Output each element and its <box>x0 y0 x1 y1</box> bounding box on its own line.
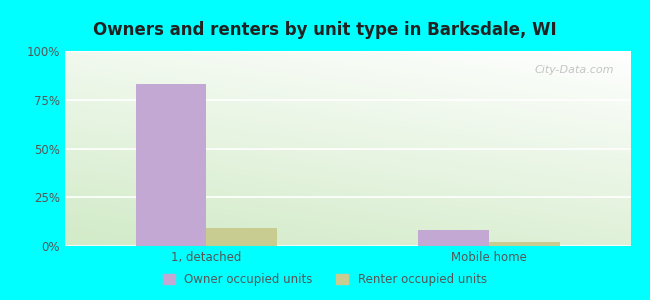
Text: Owners and renters by unit type in Barksdale, WI: Owners and renters by unit type in Barks… <box>93 21 557 39</box>
Bar <box>419 230 489 246</box>
Bar <box>207 229 277 246</box>
Legend: Owner occupied units, Renter occupied units: Owner occupied units, Renter occupied un… <box>159 269 491 291</box>
Bar <box>136 84 207 246</box>
Text: City-Data.com: City-Data.com <box>534 64 614 75</box>
Bar <box>489 242 560 246</box>
